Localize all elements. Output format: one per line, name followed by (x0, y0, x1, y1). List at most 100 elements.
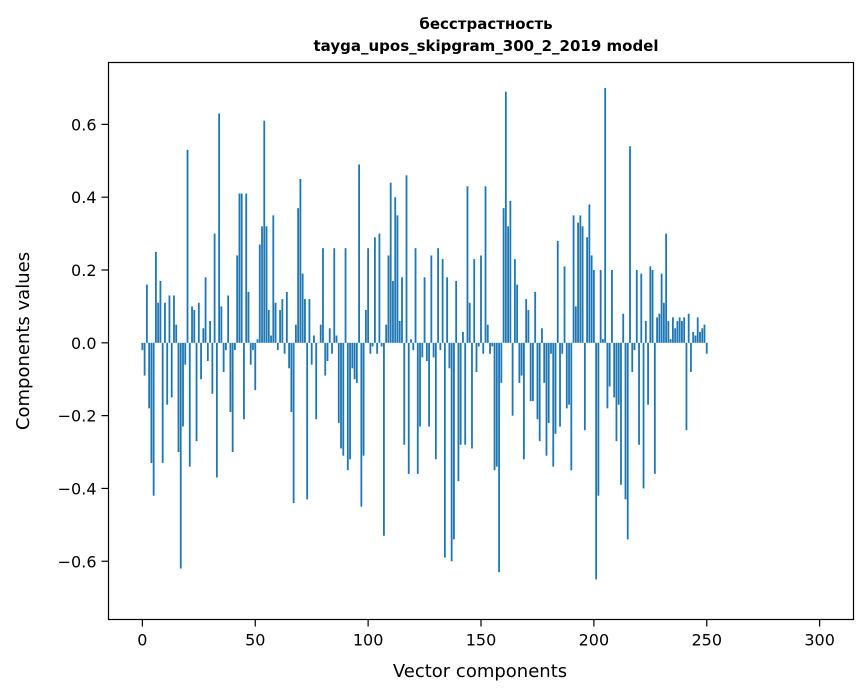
bar-85 (333, 248, 336, 343)
bar-80 (322, 248, 324, 343)
bar-146 (471, 342, 473, 449)
bar-22 (191, 306, 193, 343)
bar-19 (184, 342, 187, 365)
bar-225 (649, 266, 652, 343)
bar-160 (502, 208, 505, 343)
bar-9 (161, 342, 164, 463)
bar-229 (658, 313, 661, 343)
bar-66 (290, 342, 293, 412)
bar-224 (647, 342, 649, 405)
bar-123 (419, 342, 421, 427)
bar-51 (256, 339, 259, 343)
bar-137 (450, 342, 453, 562)
bar-155 (491, 342, 494, 347)
bar-25 (197, 302, 200, 343)
bar-63 (283, 342, 286, 354)
bar-41 (234, 342, 236, 351)
bar-136 (448, 342, 451, 369)
bar-18 (182, 342, 184, 427)
bar-71 (301, 273, 304, 343)
bar-162 (507, 226, 509, 343)
bar-28 (204, 277, 207, 343)
bar-103 (373, 237, 376, 343)
bar-58 (272, 215, 275, 343)
bar-31 (211, 342, 214, 394)
bar-213 (622, 313, 625, 343)
bar-189 (568, 342, 570, 405)
bar-206 (606, 342, 609, 409)
bar-232 (665, 233, 668, 343)
bar-100 (367, 248, 370, 343)
bar-116 (403, 342, 406, 445)
bar-61 (279, 310, 281, 343)
bar-199 (590, 255, 593, 343)
bar-105 (378, 233, 381, 343)
y-tick-label: 0.4 (71, 188, 96, 207)
bar-92 (349, 342, 351, 460)
bar-244 (692, 331, 695, 343)
bar-233 (667, 320, 670, 343)
bar-218 (633, 342, 636, 351)
bar-89 (342, 342, 345, 456)
bar-198 (588, 204, 591, 343)
bar-126 (425, 342, 428, 362)
bar-62 (281, 299, 284, 343)
bar-77 (315, 342, 318, 420)
bar-95 (355, 342, 358, 383)
bar-246 (696, 317, 699, 343)
bar-110 (389, 182, 392, 343)
bar-29 (206, 342, 209, 362)
bar-21 (188, 342, 191, 467)
bar-125 (423, 277, 426, 343)
bar-184 (556, 240, 559, 343)
bar-183 (554, 342, 557, 434)
bar-222 (642, 342, 645, 489)
bar-131 (437, 248, 440, 343)
bar-186 (561, 342, 564, 354)
bar-221 (640, 273, 643, 343)
bar-157 (495, 342, 498, 467)
bar-104 (376, 342, 379, 354)
bar-65 (288, 342, 291, 369)
x-tick-label: 100 (353, 631, 384, 650)
bar-179 (545, 342, 548, 456)
bar-219 (635, 270, 638, 343)
bar-70 (299, 179, 302, 343)
bar-88 (340, 342, 342, 449)
bars-group (141, 87, 708, 580)
bar-237 (676, 320, 679, 343)
bar-122 (416, 342, 419, 474)
bar-148 (475, 342, 478, 372)
bar-180 (547, 342, 550, 423)
bar-38 (227, 295, 230, 343)
bar-64 (285, 291, 288, 343)
bar-42 (236, 255, 239, 343)
bar-96 (358, 164, 360, 343)
bar-121 (414, 248, 417, 343)
bar-40 (231, 342, 234, 453)
bar-228 (656, 317, 658, 343)
x-axis-ticks: 0 50 100 150 200 250 300 (137, 619, 835, 650)
bar-5 (152, 342, 155, 496)
bar-216 (629, 146, 631, 343)
bar-120 (412, 342, 415, 351)
bar-81 (324, 342, 327, 376)
y-tick-label: 0.6 (71, 115, 96, 134)
chart-title: бесстрастность (419, 15, 552, 33)
y-tick-label: 0.2 (71, 261, 96, 280)
bar-240 (683, 317, 686, 343)
bar-238 (678, 317, 681, 343)
bar-177 (541, 328, 543, 343)
y-tick-label: −0.6 (58, 552, 97, 571)
bar-170 (525, 299, 528, 343)
bar-3 (148, 342, 151, 409)
bar-178 (543, 342, 546, 383)
bar-128 (430, 255, 433, 343)
bar-117 (405, 175, 408, 343)
bar-215 (626, 342, 629, 540)
bar-245 (694, 335, 697, 343)
bar-175 (536, 342, 539, 420)
bar-1 (143, 342, 146, 376)
bar-93 (351, 342, 354, 369)
bar-37 (224, 342, 227, 351)
